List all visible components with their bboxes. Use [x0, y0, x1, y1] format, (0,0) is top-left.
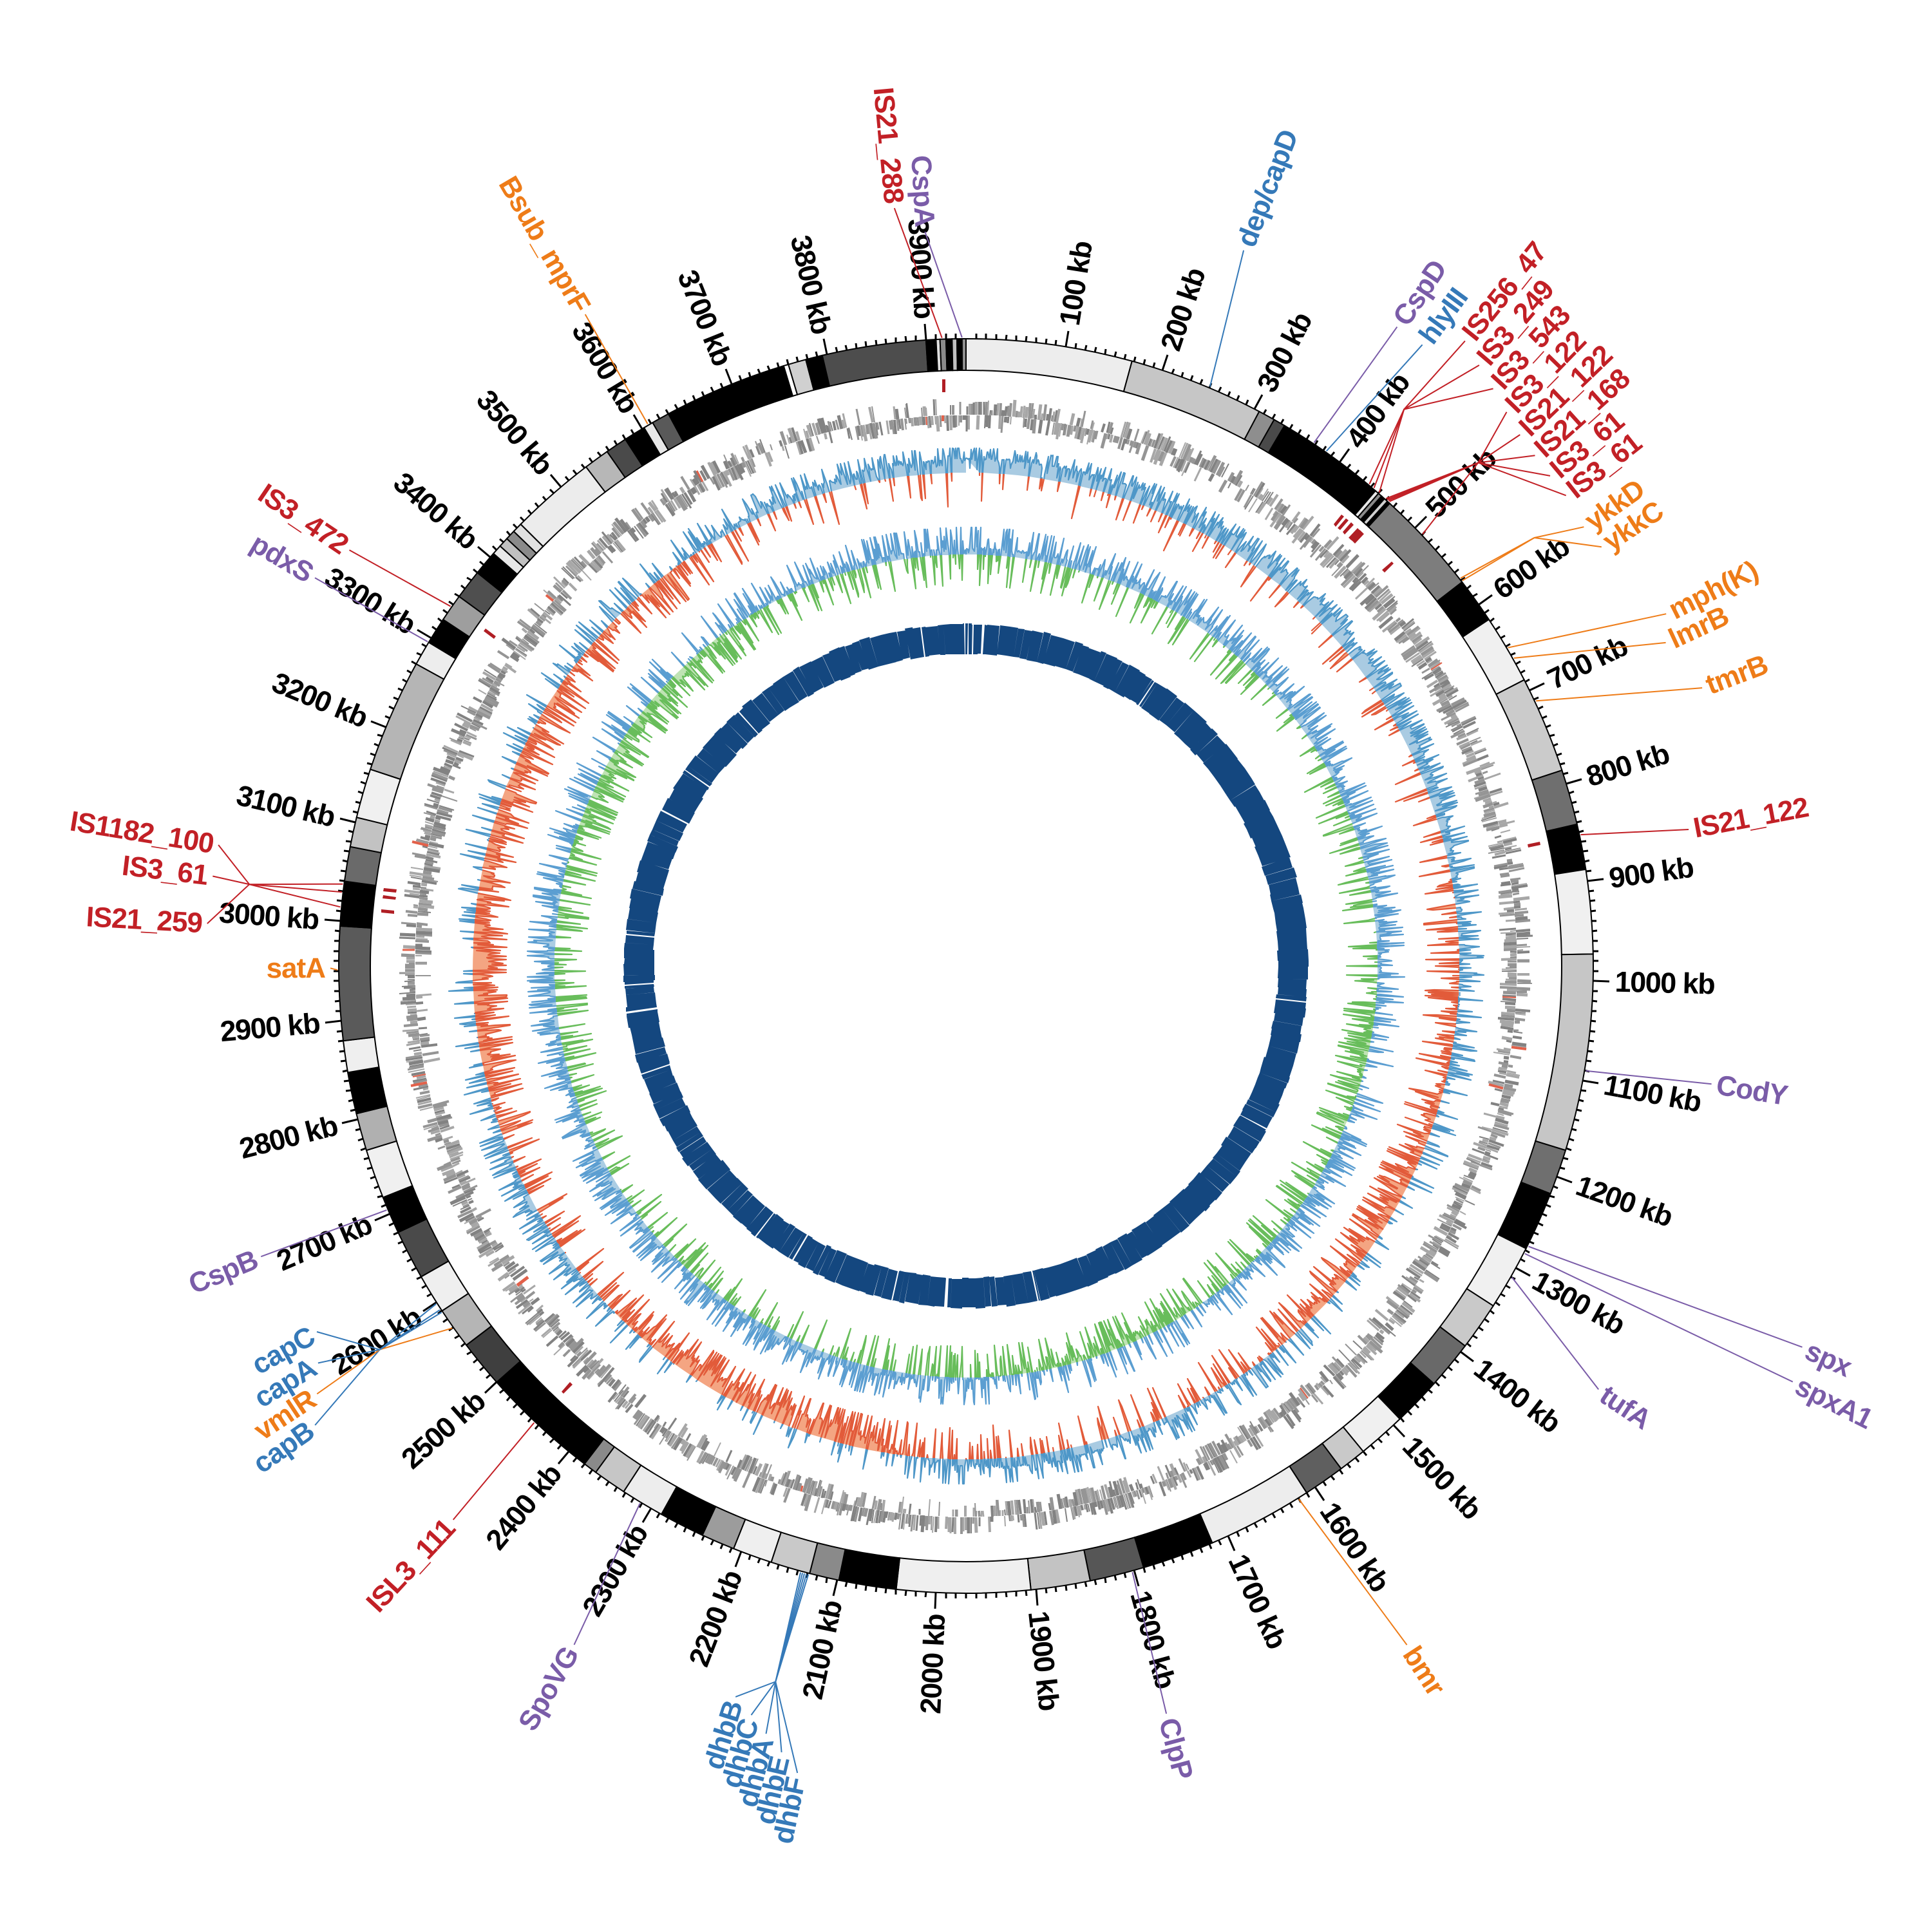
svg-text:2000 kb: 2000 kb [914, 1614, 951, 1715]
svg-text:satA: satA [267, 952, 326, 984]
svg-text:3000 kb: 3000 kb [218, 896, 320, 936]
svg-text:3900 kb: 3900 kb [902, 218, 941, 319]
svg-text:1000 kb: 1000 kb [1615, 965, 1715, 1001]
svg-text:IS21_259: IS21_259 [85, 901, 203, 939]
svg-text:CspA: CspA [905, 155, 940, 228]
